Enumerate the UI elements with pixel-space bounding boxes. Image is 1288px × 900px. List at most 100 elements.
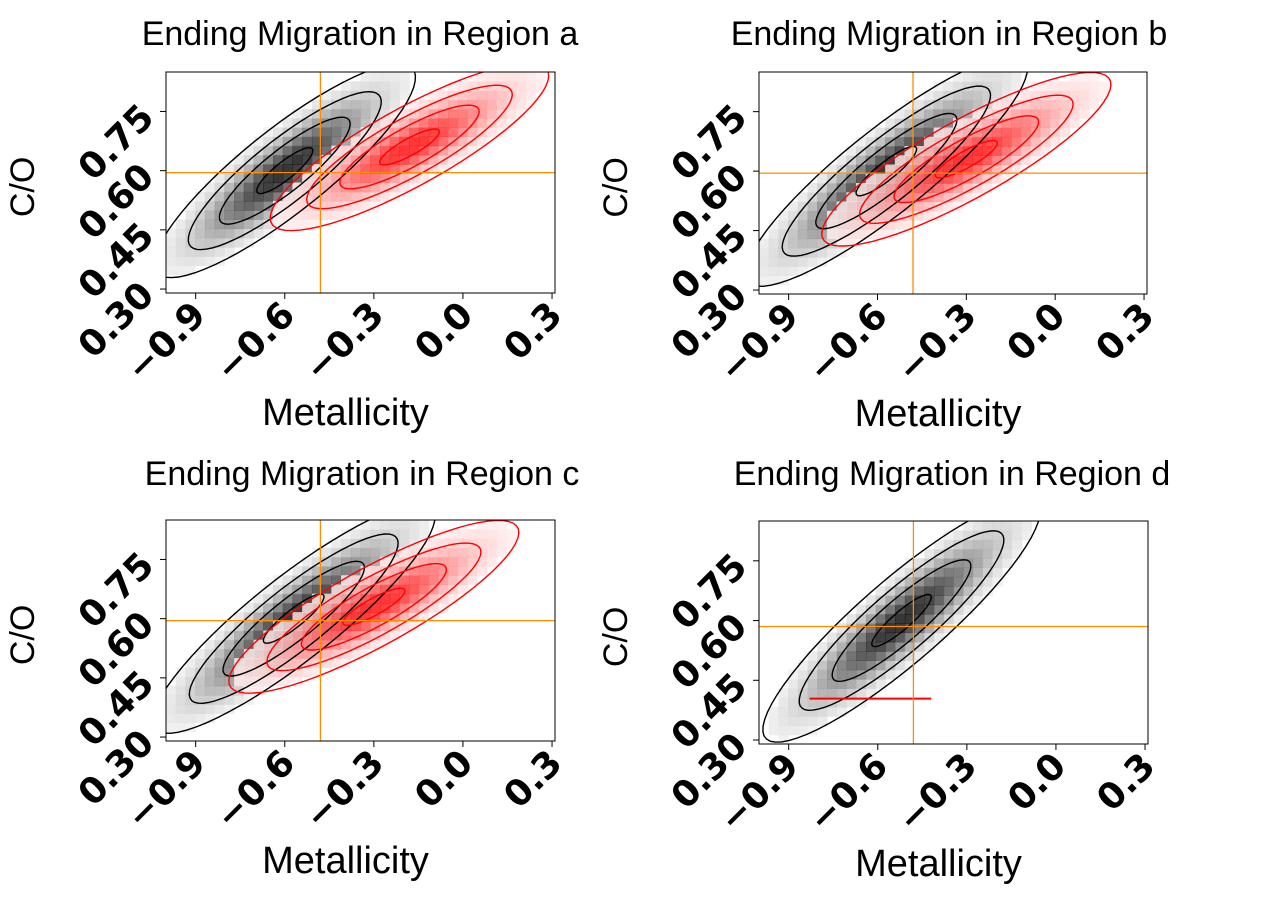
density-bin [341, 90, 352, 101]
density-bin [204, 237, 216, 248]
density-bin [428, 566, 439, 576]
density-bin [379, 520, 391, 530]
density-bin [963, 576, 974, 587]
density-bin [778, 716, 789, 727]
density-bin [875, 220, 886, 230]
density-bin [467, 547, 478, 558]
density-bin [759, 266, 770, 277]
density-bin [175, 685, 187, 696]
density-bin [263, 136, 274, 147]
density-bin [457, 145, 469, 156]
y-axis-label: C/O [4, 157, 42, 217]
density-bin [418, 164, 430, 174]
density-bin [1021, 530, 1032, 541]
density-bin [409, 593, 420, 604]
density-bin [224, 704, 235, 714]
density-bin [379, 108, 391, 119]
density-bin [370, 173, 381, 184]
density-bin [768, 238, 779, 249]
density-bin [175, 704, 187, 714]
density-bin [185, 210, 196, 220]
density-bin [321, 639, 332, 650]
density-bin [535, 81, 546, 92]
density-bin [457, 529, 469, 540]
density-bin [263, 210, 274, 220]
density-bin [1001, 99, 1012, 110]
contours-red [269, 72, 550, 232]
density-bin [991, 90, 1003, 101]
density-bin [272, 584, 284, 595]
density-bin [399, 118, 410, 128]
x-tick-label: 0.0 [1000, 745, 1074, 819]
density-bin [836, 192, 847, 203]
density-bin [379, 145, 391, 156]
contour-black [262, 593, 325, 644]
density-bin [166, 265, 177, 276]
x-tick-label: −0.3 [297, 742, 392, 837]
density-bin [1001, 81, 1012, 92]
density-bin [894, 164, 906, 175]
density-bin [914, 613, 925, 624]
density-bin [166, 694, 177, 705]
density-bin [875, 210, 886, 221]
density-bin [282, 630, 294, 641]
density-bin [224, 182, 235, 193]
density-bin [214, 237, 225, 248]
density-bin [311, 145, 323, 156]
density-bin [933, 201, 944, 212]
density-bin [234, 676, 245, 687]
x-tick-label: 0.0 [407, 294, 481, 368]
density-bin [923, 118, 935, 129]
density-bin [409, 566, 420, 576]
density-bin [943, 595, 955, 606]
density-bin [875, 678, 887, 689]
density-bin [438, 593, 449, 604]
density-bin [360, 90, 371, 101]
density-bin [350, 648, 362, 659]
density-bin [263, 200, 274, 211]
density-bin [175, 694, 187, 705]
density-bin [933, 99, 944, 110]
density-bin [797, 678, 809, 689]
density-bin [438, 575, 449, 586]
density-bin [904, 576, 916, 587]
density-bin [253, 136, 264, 147]
density-bin [1098, 81, 1109, 92]
density-bin [875, 632, 887, 643]
density-bin [350, 136, 362, 147]
axes-frame [165, 71, 556, 294]
density-bin [389, 529, 400, 540]
density-bin [962, 146, 973, 156]
density-bin [885, 604, 896, 615]
density-bin [817, 706, 828, 717]
density-bin [263, 676, 274, 687]
density-bin [972, 539, 984, 550]
density-bin [516, 72, 527, 82]
density-bin [788, 266, 799, 277]
density-bin [933, 183, 944, 193]
density-bin [904, 660, 916, 671]
density-bin [885, 210, 896, 221]
contour-black [831, 559, 972, 683]
density-bin [360, 520, 371, 530]
density-bin [856, 604, 867, 615]
density-bin [438, 538, 449, 549]
density-bin [943, 127, 954, 138]
density-bin [214, 704, 225, 714]
density-bin [195, 676, 206, 687]
density-bin [1002, 521, 1013, 531]
density-bin [185, 200, 196, 211]
density-bin [885, 192, 896, 203]
density-bin [350, 118, 362, 128]
density-bin [477, 556, 488, 567]
density-bin [321, 648, 332, 659]
density-bin [797, 229, 809, 240]
density-bin [321, 593, 332, 604]
density-bin [788, 210, 799, 221]
density-bin [302, 108, 313, 119]
density-bin [778, 238, 789, 249]
density-bin [175, 667, 187, 678]
density-bin [885, 183, 896, 193]
density-bin [516, 99, 527, 110]
